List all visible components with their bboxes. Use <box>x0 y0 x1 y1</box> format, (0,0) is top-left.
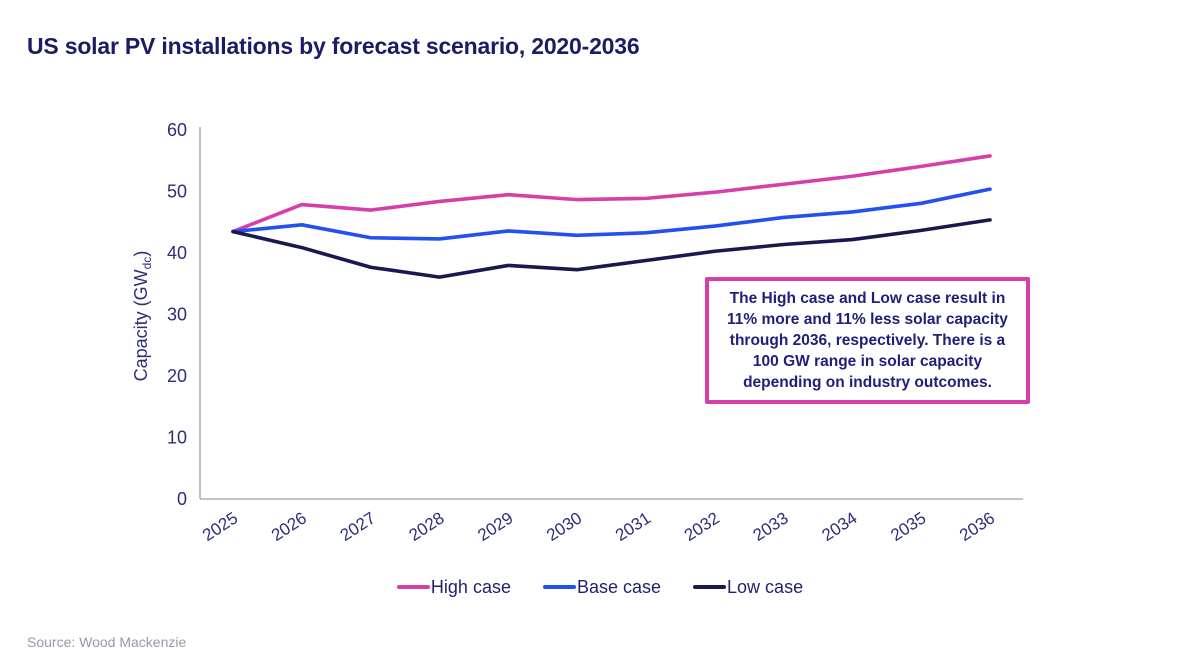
x-tick-label: 2030 <box>543 508 585 545</box>
x-tick-label: 2034 <box>818 508 860 545</box>
y-tick-label: 50 <box>167 182 187 202</box>
x-tick-label: 2033 <box>750 508 792 545</box>
x-tick-label: 2028 <box>406 508 448 545</box>
series-line-base-case <box>231 187 992 241</box>
y-axis-title-close: ) <box>131 251 151 257</box>
x-tick-label: 2035 <box>887 508 929 545</box>
legend-item-low-case: Low case <box>693 577 803 598</box>
series-lines <box>231 154 992 279</box>
x-tick-label: 2032 <box>681 508 723 545</box>
x-tick-label: 2031 <box>612 508 654 545</box>
annotation-text: The High case and Low case result in 11%… <box>727 290 1008 391</box>
legend-line-swatch <box>693 585 727 589</box>
y-axis-title-subscript: dc <box>140 257 154 270</box>
series-line-low-case <box>231 218 992 279</box>
source-note: Source: Wood Mackenzie <box>27 634 187 650</box>
y-tick-label: 60 <box>167 120 187 140</box>
x-axis-ticks: 2025 2026 2027 2028 2029 2030 2031 2032 2033 2034… <box>199 508 998 545</box>
page-title: US solar PV installations by forecast sc… <box>27 33 640 59</box>
x-tick-label: 2025 <box>199 508 241 545</box>
annotation-callout: The High case and Low case result in 11%… <box>705 277 1030 404</box>
x-tick-label: 2026 <box>268 508 310 545</box>
y-tick-label: 20 <box>167 366 187 386</box>
y-axis-title-main: Capacity (GW <box>131 269 151 381</box>
y-tick-label: 30 <box>167 305 187 325</box>
series-line-high-case <box>231 154 992 234</box>
x-tick-label: 2036 <box>956 508 998 545</box>
legend-item-base-case: Base case <box>542 576 662 598</box>
x-tick-label: 2029 <box>474 508 516 545</box>
y-tick-label: 40 <box>167 243 187 263</box>
y-axis-ticks: 0 10 20 30 40 50 60 <box>167 120 187 509</box>
legend-label: Low case <box>727 576 804 597</box>
legend-label: High case <box>430 576 511 597</box>
y-tick-label: 0 <box>177 489 187 509</box>
legend-line-swatch <box>396 585 430 589</box>
legend-item-high-case: High case <box>396 576 511 598</box>
x-tick-label: 2027 <box>337 508 379 545</box>
legend-line-swatch <box>542 585 576 589</box>
legend-label: Base case <box>576 576 662 597</box>
y-axis-title: Capacity (GWdc) <box>131 251 154 382</box>
y-tick-label: 10 <box>167 428 187 448</box>
chart-legend: High case Base case Low case <box>0 572 1200 602</box>
